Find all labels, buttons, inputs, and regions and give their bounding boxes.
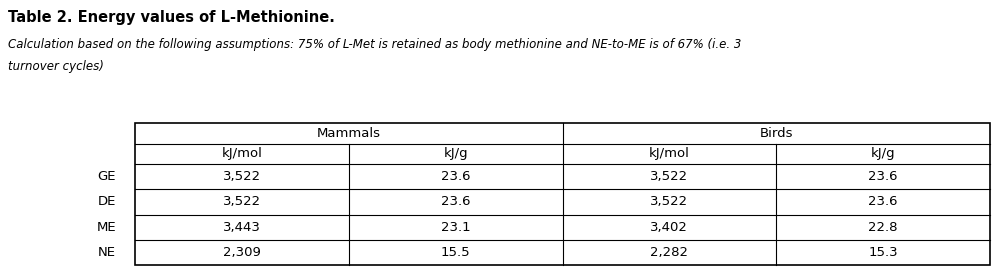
Text: 23.6: 23.6 bbox=[868, 196, 898, 208]
Text: 3,522: 3,522 bbox=[222, 170, 261, 183]
Text: kJ/g: kJ/g bbox=[870, 147, 895, 160]
Text: 3,522: 3,522 bbox=[650, 196, 689, 208]
Text: 22.8: 22.8 bbox=[868, 221, 898, 234]
Text: turnover cycles): turnover cycles) bbox=[8, 60, 104, 73]
Text: DE: DE bbox=[98, 196, 116, 208]
Text: 2,282: 2,282 bbox=[650, 246, 688, 259]
Text: Mammals: Mammals bbox=[317, 127, 381, 140]
Text: GE: GE bbox=[98, 170, 116, 183]
Text: kJ/g: kJ/g bbox=[444, 147, 468, 160]
Text: Birds: Birds bbox=[760, 127, 793, 140]
Text: kJ/mol: kJ/mol bbox=[649, 147, 690, 160]
Text: 23.6: 23.6 bbox=[441, 170, 471, 183]
Text: NE: NE bbox=[98, 246, 116, 259]
Text: ME: ME bbox=[97, 221, 117, 234]
Text: Table 2. Energy values of L-Methionine.: Table 2. Energy values of L-Methionine. bbox=[8, 10, 335, 25]
Text: 23.6: 23.6 bbox=[441, 196, 471, 208]
Text: Calculation based on the following assumptions: 75% of L-Met is retained as body: Calculation based on the following assum… bbox=[8, 38, 742, 51]
Text: 15.5: 15.5 bbox=[441, 246, 471, 259]
Text: 3,522: 3,522 bbox=[222, 196, 261, 208]
Text: 3,443: 3,443 bbox=[223, 221, 261, 234]
Text: 15.3: 15.3 bbox=[868, 246, 898, 259]
Text: 3,522: 3,522 bbox=[650, 170, 689, 183]
Text: kJ/mol: kJ/mol bbox=[221, 147, 262, 160]
Text: 23.1: 23.1 bbox=[441, 221, 471, 234]
Text: 2,309: 2,309 bbox=[223, 246, 261, 259]
Text: 3,402: 3,402 bbox=[650, 221, 688, 234]
Bar bbox=[135, 123, 990, 265]
Text: 23.6: 23.6 bbox=[868, 170, 898, 183]
